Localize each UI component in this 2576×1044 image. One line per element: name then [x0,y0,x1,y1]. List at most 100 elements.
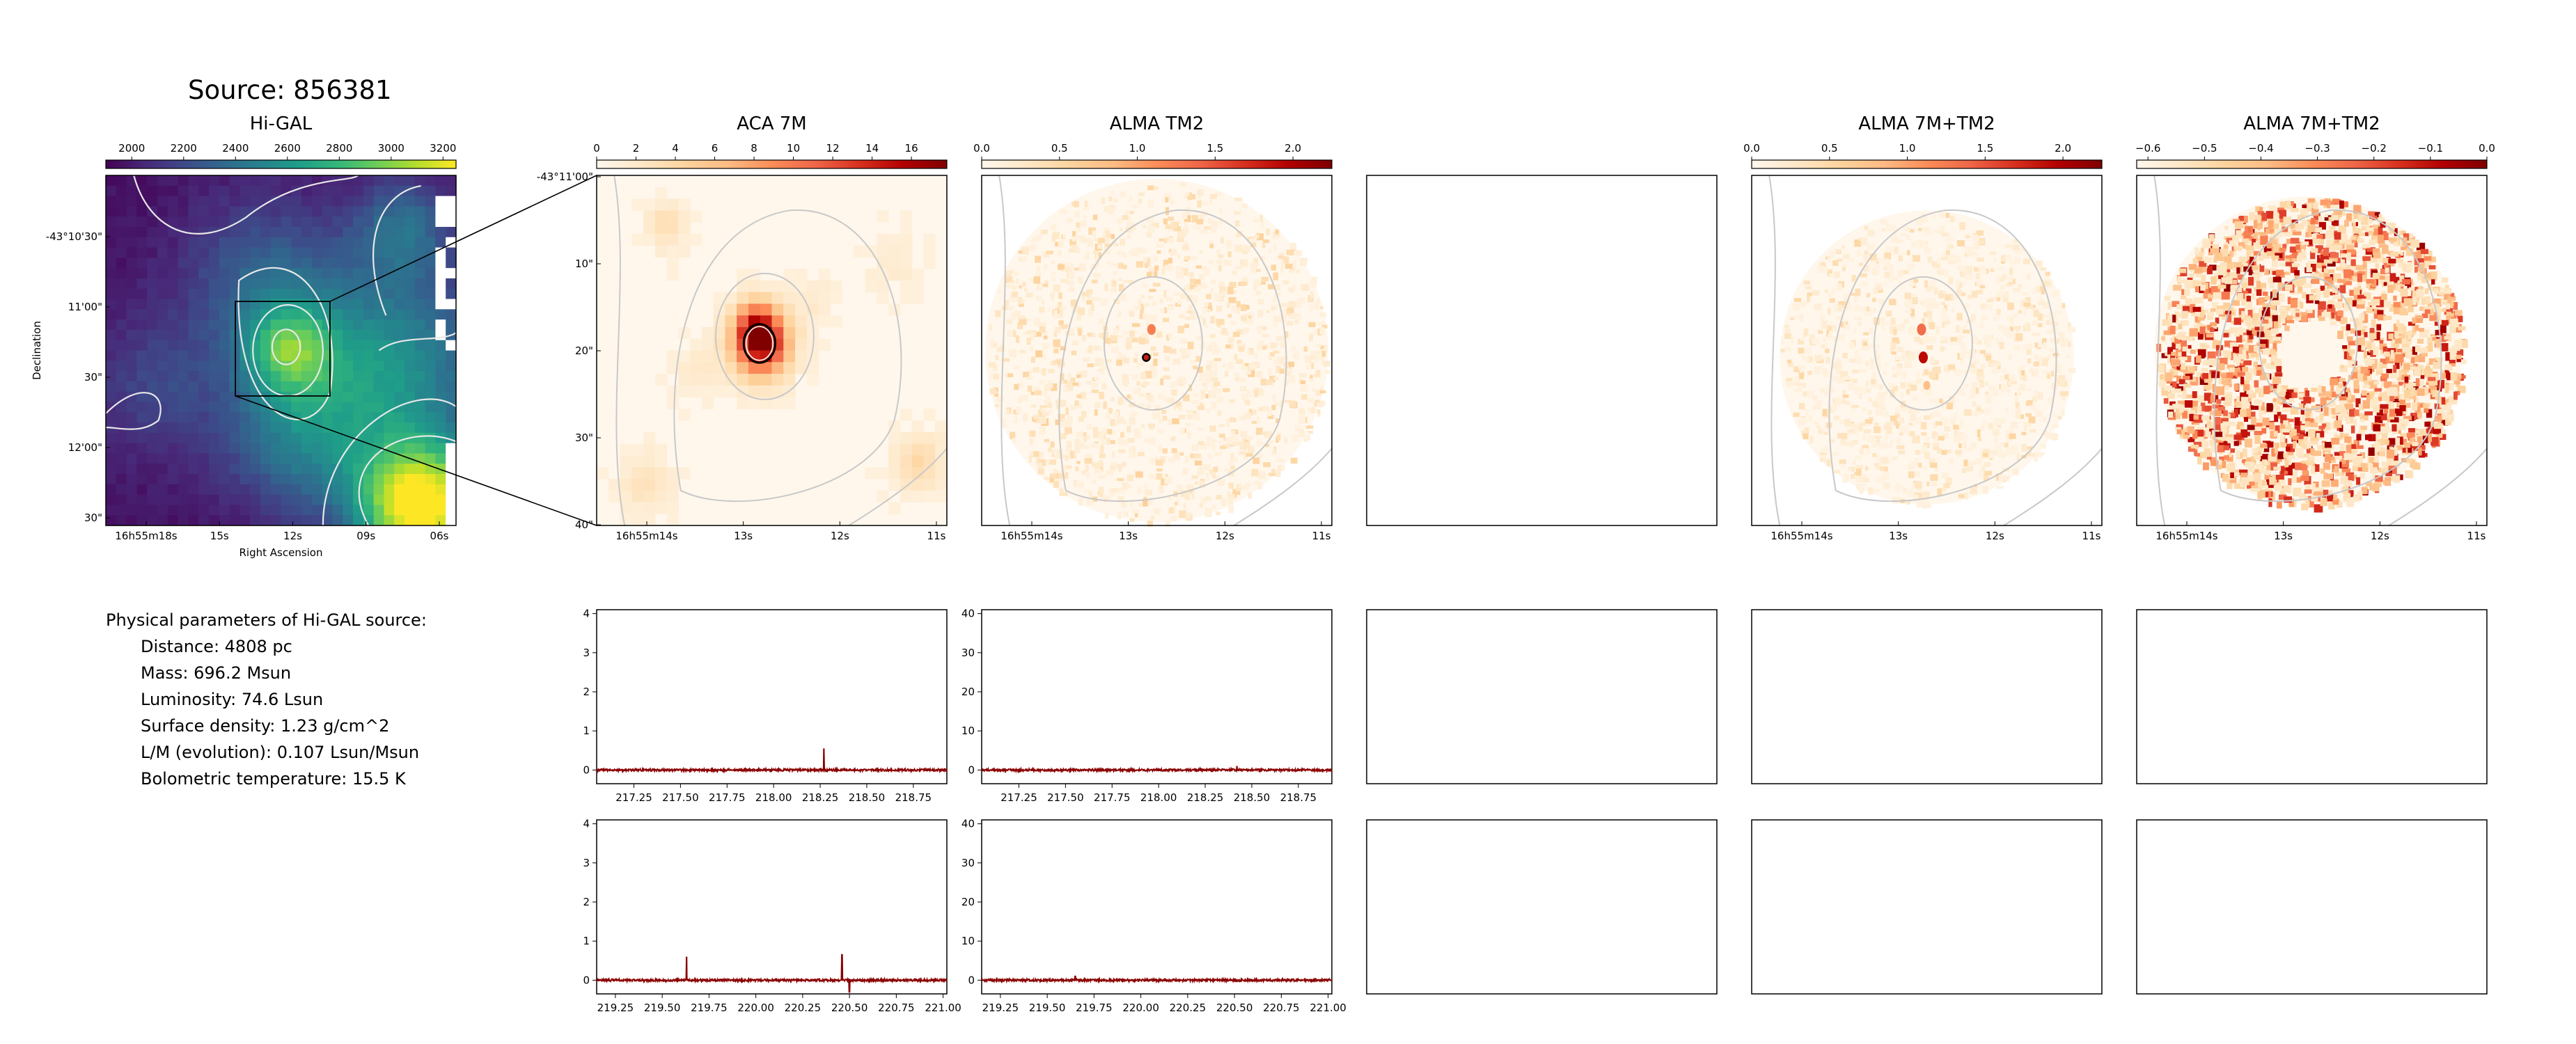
spec_tm2_2-x-tick-label: 220.25 [1170,1002,1207,1014]
aca7m-y-tick-label: 30" [575,432,593,444]
spec_tm2_1-x-tick-label: 217.25 [1000,791,1037,804]
spec_aca_2-x-tick-label: 221.00 [925,1002,961,1014]
higal-frame [105,175,457,526]
tm2-source-marker [1142,353,1151,362]
residual-colorbar-label: −0.4 [2248,142,2273,155]
empty-image-panel [1366,175,1718,526]
spec_tm2_1-x-tick-label: 218.00 [1140,791,1177,804]
higal-colorbar-label: 2000 [118,142,145,155]
tm2-colorbar-label: 0.0 [973,142,990,155]
higal-colorbar-label: 2400 [222,142,249,155]
higal-image [105,175,457,526]
spec_tm2_2-x-tick-label: 219.25 [982,1002,1019,1014]
aca7m-y-tick-label: 40" [575,519,593,531]
combined-peak [1918,351,1929,364]
aca7m-contours [613,175,948,526]
spec_tm2_2-x-tick-label: 221.00 [1310,1002,1346,1014]
spectra-panels [596,609,1333,995]
residual-x-tick-label: 11s [2467,530,2486,542]
higal-y-tick-label: -43°10'30" [46,230,102,243]
params-heading: Physical parameters of Hi-GAL source: [106,610,427,630]
spec_aca_2-x-tick-label: 219.25 [597,1002,634,1014]
tm2-contours [998,175,1333,526]
aca7m-colorbar-label: 16 [905,142,918,155]
aca7m-source-ellipse [742,323,777,364]
combined-colorbar-label: 1.5 [1977,142,1993,155]
spec_aca_2-x-tick-label: 219.75 [691,1002,728,1014]
aca7m-colorbar-label: 0 [593,142,600,155]
empty-spectrum-panel-combined-row2 [1751,819,2103,995]
spec_tm2_1-y-tick-label: 30 [961,647,975,659]
residual-image [2136,175,2488,526]
higal-x-tick-label: 15s [210,530,229,542]
spec_aca_1-x-tick-label: 218.00 [755,791,792,804]
higal-colorbar-label: 2200 [171,142,197,155]
higal-contour [105,392,162,430]
combined-peak [1917,323,1926,335]
spec_aca_2-y-tick-label: 0 [583,974,590,986]
higal-x-tick-label: 12s [283,530,302,542]
source-title: Source: 856381 [188,75,392,105]
tm2-x-tick-label: 13s [1119,530,1138,542]
spec_aca_2-y-tick-label: 3 [583,857,590,869]
aca7m-contour [848,448,948,526]
spec_aca_1-x-tick-label: 217.50 [662,791,699,804]
spec_aca_1-x-tick-label: 218.75 [895,791,932,804]
spec_aca_1-x-tick-label: 217.75 [709,791,746,804]
higal-contour [271,329,301,365]
aca7m-colorbar-label: 8 [751,142,757,155]
tm2-image [981,175,1333,528]
spec_tm2_2-x-tick-label: 219.50 [1029,1002,1066,1014]
tm2-contour [1233,448,1333,526]
aca7m-contour [715,272,815,400]
residual-title: ALMA 7M+TM2 [2243,113,2380,134]
combined-image [1751,175,2103,526]
spec_tm2_2-y-tick-label: 10 [961,935,975,947]
param-lm-evolution: L/M (evolution): 0.107 Lsun/Msun [141,743,420,762]
tm2-colorbar [981,159,1333,169]
spec_aca_1-y-tick-label: 3 [583,647,590,659]
higal-zoom-box [235,301,331,397]
higal-contours [105,175,457,526]
higal-y-tick-label: 12'00" [68,441,102,454]
spec_tm2_2-spectrum-line [981,975,1333,984]
higal-contour [372,185,421,316]
spec_tm2_1-y-tick-label: 0 [968,764,975,776]
spec_tm2_1-y-tick-label: 10 [961,725,975,737]
residual-contour [2259,276,2358,411]
combined-contour [1768,175,1781,526]
residual-colorbar-label: −0.6 [2135,142,2160,155]
param-bolometric-temperature: Bolometric temperature: 15.5 K [141,769,406,789]
spec_tm2_1-x-tick-label: 218.25 [1187,791,1224,804]
spec_tm2_1-plot [981,609,1333,784]
aca7m-y-tick-label: 10" [575,258,593,270]
combined-colorbar-label: 0.0 [1743,142,1760,155]
param-surface-density: Surface density: 1.23 g/cm^2 [141,716,390,736]
aca7m-colorbar-label: 4 [672,142,679,155]
aca7m-source-ellipse-inner [746,326,773,361]
spec_tm2_2-x-tick-label: 220.50 [1216,1002,1253,1014]
higal-x-tick-label: 09s [356,530,375,542]
aca7m-y-tick-label: -43°11'00" [537,171,593,183]
tm2-peak [1147,324,1156,335]
spec_tm2_1-y-tick-label: 40 [961,608,975,620]
aca7m-colorbar-label: 14 [865,142,879,155]
combined-colorbar-label: 2.0 [2055,142,2071,155]
spec_tm2_2-y-tick-label: 0 [968,974,975,986]
residual-contour [2153,175,2166,526]
aca7m-colorbar [596,159,948,169]
spec_aca_2-y-tick-label: 1 [583,935,590,947]
residual-colorbar-label: −0.1 [2418,142,2443,155]
spec_tm2_1-x-tick-label: 218.75 [1280,791,1317,804]
aca7m-contour [613,175,626,526]
combined-colorbar-label: 1.0 [1899,142,1916,155]
combined-peak [1923,381,1931,390]
tm2-colorbar-label: 0.5 [1051,142,1068,155]
higal-colorbar-label: 3200 [430,142,456,155]
higal-x-tick-label: 06s [430,530,449,542]
spec_aca_2-spectrum-line [596,954,948,993]
residual-contours [2153,175,2488,526]
residual-colorbar-label: −0.3 [2304,142,2330,155]
combined-x-tick-label: 16h55m14s [1770,530,1832,542]
param-distance: Distance: 4808 pc [141,637,292,656]
